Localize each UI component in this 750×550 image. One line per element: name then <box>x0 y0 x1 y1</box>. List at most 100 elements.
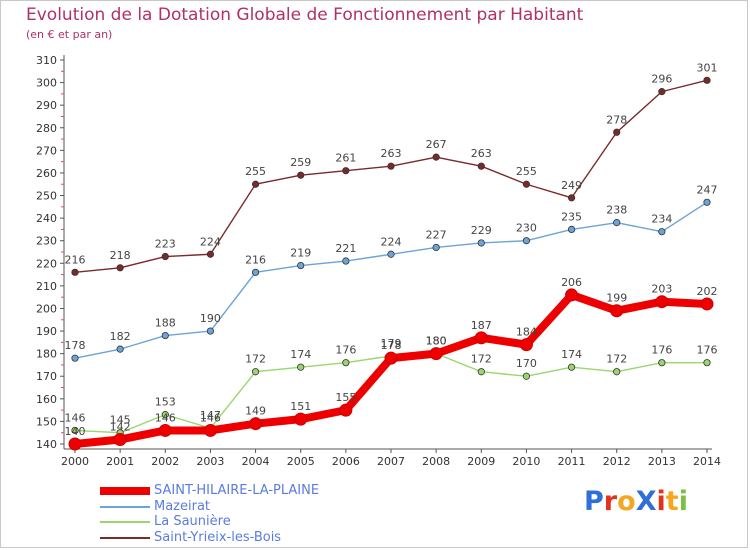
logo-letter: P <box>584 486 604 517</box>
legend-swatch-la-sauniere <box>100 521 150 523</box>
data-label-mazeirat: 188 <box>155 317 176 330</box>
data-point-mazeirat <box>522 237 531 245</box>
legend-label-mazeirat: Mazeirat <box>154 498 211 514</box>
y-tick-label: 220 <box>36 257 57 270</box>
legend-swatch-saint-hilaire <box>100 487 150 495</box>
x-tick-label: 2004 <box>242 455 270 468</box>
data-point-la-sauni-re <box>567 363 576 371</box>
x-tick-label: 2007 <box>377 455 405 468</box>
data-point-mazeirat <box>387 250 395 258</box>
data-label-saint-yrieix-les-bois: 249 <box>561 179 582 192</box>
data-point-mazeirat <box>567 225 576 234</box>
chart-title: Evolution de la Dotation Globale de Fonc… <box>26 5 584 25</box>
data-point-saint-yrieix-les-bois <box>161 252 169 261</box>
data-label-la-sauni-re: 172 <box>245 353 266 366</box>
data-point-saint-hilaire-la-plaine <box>158 423 172 437</box>
data-point-saint-yrieix-les-bois <box>703 76 711 84</box>
data-label-saint-yrieix-les-bois: 267 <box>426 138 447 151</box>
data-label-saint-yrieix-les-bois: 259 <box>290 156 311 169</box>
logo-letter: i <box>656 486 666 517</box>
data-label-la-sauni-re: 146 <box>65 411 86 424</box>
y-tick-label: 160 <box>36 393 57 406</box>
data-label-saint-hilaire-la-plaine: 180 <box>426 335 447 348</box>
data-label-saint-yrieix-les-bois: 263 <box>471 147 492 160</box>
data-label-mazeirat: 178 <box>65 339 86 352</box>
data-point-saint-yrieix-les-bois <box>251 180 260 188</box>
data-point-saint-yrieix-les-bois <box>477 162 485 170</box>
series-line-mazeirat <box>74 201 708 359</box>
data-label-la-sauni-re: 147 <box>200 409 221 422</box>
data-point-mazeirat <box>432 243 440 252</box>
y-tick-label: 210 <box>36 280 57 293</box>
logo-letter: i <box>678 486 688 517</box>
data-label-mazeirat: 227 <box>426 228 447 241</box>
data-point-saint-yrieix-les-bois <box>297 171 305 179</box>
data-point-saint-yrieix-les-bois <box>432 153 440 161</box>
y-tick-label: 260 <box>36 167 57 180</box>
data-label-la-sauni-re: 176 <box>651 344 672 357</box>
y-tick-label: 240 <box>36 212 57 225</box>
legend-label-saint-hilaire: SAINT-HILAIRE-LA-PLAINE <box>154 483 320 498</box>
data-point-saint-hilaire-la-plaine <box>429 347 443 361</box>
data-point-mazeirat <box>161 331 169 340</box>
data-point-mazeirat <box>658 228 666 236</box>
data-label-saint-yrieix-les-bois: 218 <box>110 249 131 262</box>
data-label-saint-yrieix-les-bois: 255 <box>516 165 537 178</box>
data-label-saint-hilaire-la-plaine: 151 <box>290 400 311 413</box>
x-tick-label: 2003 <box>196 455 224 468</box>
data-label-la-sauni-re: 176 <box>697 344 718 357</box>
y-tick-label: 170 <box>36 370 57 383</box>
x-tick-label: 2005 <box>287 455 315 468</box>
data-label-saint-yrieix-les-bois: 296 <box>651 73 672 86</box>
data-label-mazeirat: 238 <box>606 204 627 217</box>
x-tick-label: 2001 <box>106 455 134 468</box>
data-point-saint-yrieix-les-bois <box>342 167 350 175</box>
x-tick-label: 2012 <box>603 455 631 468</box>
data-point-saint-hilaire-la-plaine <box>474 331 488 345</box>
data-label-saint-yrieix-les-bois: 301 <box>697 61 718 74</box>
x-tick-label: 2010 <box>512 455 540 468</box>
data-point-saint-yrieix-les-bois <box>116 264 124 272</box>
data-label-la-sauni-re: 172 <box>606 353 627 366</box>
data-label-mazeirat: 182 <box>110 330 131 343</box>
x-tick-label: 2009 <box>467 455 495 468</box>
data-label-saint-yrieix-les-bois: 263 <box>381 147 402 160</box>
x-tick-label: 2000 <box>61 455 89 468</box>
data-point-saint-yrieix-les-bois <box>613 128 621 136</box>
logo-letter: X <box>635 486 657 517</box>
y-tick-label: 290 <box>36 99 57 112</box>
logo-letter: r <box>603 486 618 517</box>
data-point-saint-hilaire-la-plaine <box>294 412 308 426</box>
data-label-la-sauni-re: 170 <box>516 357 537 370</box>
data-point-saint-hilaire-la-plaine <box>113 432 127 446</box>
data-label-la-sauni-re: 176 <box>335 344 356 357</box>
data-label-mazeirat: 190 <box>200 312 221 325</box>
y-tick-label: 150 <box>36 415 57 428</box>
data-label-mazeirat: 219 <box>290 247 311 260</box>
data-point-mazeirat <box>206 327 215 335</box>
y-tick-label: 310 <box>36 54 57 67</box>
data-label-saint-hilaire-la-plaine: 155 <box>335 391 356 404</box>
x-tick-label: 2011 <box>558 455 586 468</box>
data-point-la-sauni-re <box>71 426 79 435</box>
data-label-saint-hilaire-la-plaine: 146 <box>200 411 221 424</box>
y-tick-label: 200 <box>36 302 57 315</box>
data-label-saint-hilaire-la-plaine: 199 <box>606 292 627 305</box>
data-label-la-sauni-re: 174 <box>561 348 582 361</box>
data-label-mazeirat: 224 <box>381 235 402 248</box>
data-point-saint-hilaire-la-plaine <box>249 417 263 431</box>
y-tick-label: 270 <box>36 144 57 157</box>
data-point-mazeirat <box>342 257 350 265</box>
data-point-saint-yrieix-les-bois <box>206 250 215 258</box>
data-label-mazeirat: 235 <box>561 210 582 223</box>
data-point-mazeirat <box>116 345 124 353</box>
data-label-saint-hilaire-la-plaine: 184 <box>516 326 537 339</box>
y-tick-label: 230 <box>36 235 57 248</box>
data-label-saint-hilaire-la-plaine: 202 <box>697 285 718 298</box>
data-point-mazeirat <box>297 261 305 270</box>
data-label-saint-hilaire-la-plaine: 140 <box>65 425 86 438</box>
y-tick-label: 190 <box>36 325 57 338</box>
data-point-la-sauni-re <box>251 368 260 376</box>
